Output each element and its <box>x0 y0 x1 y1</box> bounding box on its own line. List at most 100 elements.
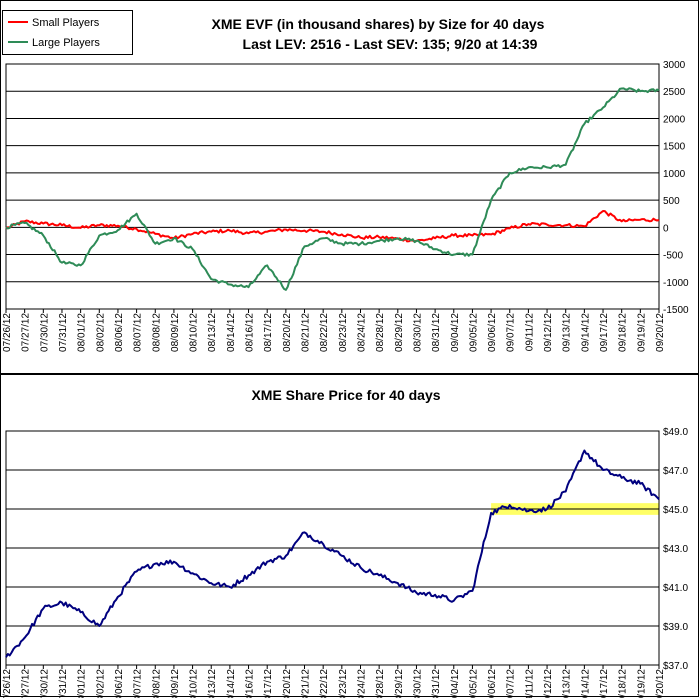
evf-x-tick-label: 07/31/12 <box>58 313 69 352</box>
price-x-tick-label: 09/11/12 <box>524 669 535 698</box>
evf-x-tick-label: 09/20/12 <box>655 313 666 352</box>
price-x-tick-label: 08/06/12 <box>114 669 125 698</box>
price-x-tick-label: 09/06/12 <box>487 669 498 698</box>
price-y-tick-label: $43.0 <box>663 544 688 555</box>
evf-series-line-2 <box>5 87 660 291</box>
evf-x-tick-label: 08/02/12 <box>95 313 106 352</box>
price-x-tick-label: 07/30/12 <box>39 669 50 698</box>
bottom-chart-frame <box>0 374 699 697</box>
price-x-tick-label: 08/20/12 <box>282 669 293 698</box>
price-x-tick-label: 07/27/12 <box>21 669 32 698</box>
price-x-tick-label: 09/04/12 <box>450 669 461 698</box>
evf-x-tick-label: 08/31/12 <box>431 313 442 352</box>
legend-label-large: Large Players <box>32 37 100 49</box>
price-x-tick-label: 09/07/12 <box>506 669 517 698</box>
evf-x-tick-label: 08/20/12 <box>282 313 293 352</box>
evf-x-tick-label: 09/17/12 <box>599 313 610 352</box>
price-x-tick-label: 08/16/12 <box>245 669 256 698</box>
price-plot-frame <box>5 430 660 666</box>
price-x-tick-label: 09/14/12 <box>580 669 591 698</box>
price-x-tick-label: 08/24/12 <box>356 669 367 698</box>
price-x-tick-label: 08/22/12 <box>319 669 330 698</box>
evf-x-tick-label: 08/10/12 <box>189 313 200 352</box>
price-x-tick-label: 08/31/12 <box>431 669 442 698</box>
evf-plot-area: -1500 -1000 -500 0 500 1000 1500 2000 2500 3000 07… <box>2 60 689 352</box>
price-x-tick-label: 09/20/12 <box>655 669 666 698</box>
evf-x-tick-label: 09/05/12 <box>468 313 479 352</box>
evf-chart-title: XME EVF (in thousand shares) by Size for… <box>212 16 545 32</box>
price-x-tick-label: 08/29/12 <box>394 669 405 698</box>
evf-x-tick-label: 09/13/12 <box>562 313 573 352</box>
evf-x-tick-label: 09/06/12 <box>487 313 498 352</box>
legend-label-small: Small Players <box>32 17 100 29</box>
evf-y-tick-label: 0 <box>663 223 669 234</box>
price-x-tick-label: 09/12/12 <box>543 669 554 698</box>
evf-y-tick-label: -1000 <box>663 278 689 289</box>
price-y-tick-label: $39.0 <box>663 622 688 633</box>
price-x-tick-label: 07/31/12 <box>58 669 69 698</box>
price-chart-title: XME Share Price for 40 days <box>251 387 440 403</box>
evf-y-tick-label: 500 <box>663 196 680 207</box>
evf-y-tick-label: 3000 <box>663 60 686 71</box>
evf-x-tick-label: 09/18/12 <box>618 313 629 352</box>
price-x-tick-label: 09/17/12 <box>599 669 610 698</box>
evf-x-tick-label: 08/14/12 <box>226 313 237 352</box>
price-x-tick-label: 08/07/12 <box>133 669 144 698</box>
evf-x-tick-label: 08/28/12 <box>375 313 386 352</box>
evf-y-tick-label: 2500 <box>663 87 686 98</box>
price-y-tick-label: $47.0 <box>663 466 688 477</box>
evf-x-tick-label: 09/07/12 <box>506 313 517 352</box>
evf-x-tick-label: 07/26/12 <box>2 313 13 352</box>
evf-x-tick-label: 08/13/12 <box>207 313 218 352</box>
price-plot-area: $37.0 $39.0 $41.0 $43.0 $45.0 $47.0 $49.0 07/26… <box>2 427 688 698</box>
price-y-tick-label: $41.0 <box>663 583 688 594</box>
price-x-tick-label: 09/05/12 <box>468 669 479 698</box>
evf-x-tick-label: 08/01/12 <box>77 313 88 352</box>
evf-y-tick-label: 1000 <box>663 169 686 180</box>
price-x-tick-label: 08/21/12 <box>301 669 312 698</box>
evf-y-tick-label: 2000 <box>663 114 686 125</box>
evf-series-line-1 <box>5 210 660 243</box>
evf-x-tick-label: 08/17/12 <box>263 313 274 352</box>
evf-x-tick-label: 09/04/12 <box>450 313 461 352</box>
price-x-tick-label: 08/23/12 <box>338 669 349 698</box>
evf-x-tick-label: 08/16/12 <box>245 313 256 352</box>
evf-x-tick-label: 07/30/12 <box>39 313 50 352</box>
evf-x-tick-label: 08/07/12 <box>133 313 144 352</box>
evf-y-tick-label: -1500 <box>663 305 689 316</box>
price-x-tick-label: 08/10/12 <box>189 669 200 698</box>
price-series-line-1 <box>5 449 660 658</box>
evf-x-tick-label: 09/11/12 <box>524 313 535 352</box>
price-x-tick-label: 08/17/12 <box>263 669 274 698</box>
price-y-tick-label: $37.0 <box>663 661 688 672</box>
evf-x-tick-label: 08/22/12 <box>319 313 330 352</box>
evf-plot-frame <box>5 63 660 310</box>
price-x-tick-label: 08/14/12 <box>226 669 237 698</box>
evf-x-tick-label: 08/08/12 <box>151 313 162 352</box>
evf-chart-subtitle: Last LEV: 2516 - Last SEV: 135; 9/20 at … <box>243 36 538 52</box>
evf-y-tick-label: -500 <box>663 251 683 262</box>
evf-x-tick-label: 08/24/12 <box>356 313 367 352</box>
top-chart-frame <box>0 0 699 374</box>
price-x-tick-label: 08/13/12 <box>207 669 218 698</box>
price-y-tick-label: $49.0 <box>663 427 688 438</box>
price-x-tick-label: 07/26/12 <box>2 669 13 698</box>
price-x-tick-label: 09/13/12 <box>562 669 573 698</box>
evf-x-tick-label: 08/06/12 <box>114 313 125 352</box>
evf-x-tick-label: 08/09/12 <box>170 313 181 352</box>
price-x-tick-label: 09/19/12 <box>636 669 647 698</box>
price-x-tick-label: 08/09/12 <box>170 669 181 698</box>
evf-x-tick-label: 09/12/12 <box>543 313 554 352</box>
evf-x-tick-label: 08/23/12 <box>338 313 349 352</box>
evf-x-tick-label: 08/30/12 <box>412 313 423 352</box>
evf-x-tick-label: 09/14/12 <box>580 313 591 352</box>
price-x-tick-label: 08/30/12 <box>412 669 423 698</box>
price-y-tick-label: $45.0 <box>663 505 688 516</box>
price-x-tick-label: 08/02/12 <box>95 669 106 698</box>
evf-y-tick-label: 1500 <box>663 142 686 153</box>
price-x-tick-label: 08/28/12 <box>375 669 386 698</box>
evf-x-tick-label: 08/21/12 <box>301 313 312 352</box>
price-x-tick-label: 08/01/12 <box>77 669 88 698</box>
evf-x-tick-label: 09/19/12 <box>636 313 647 352</box>
